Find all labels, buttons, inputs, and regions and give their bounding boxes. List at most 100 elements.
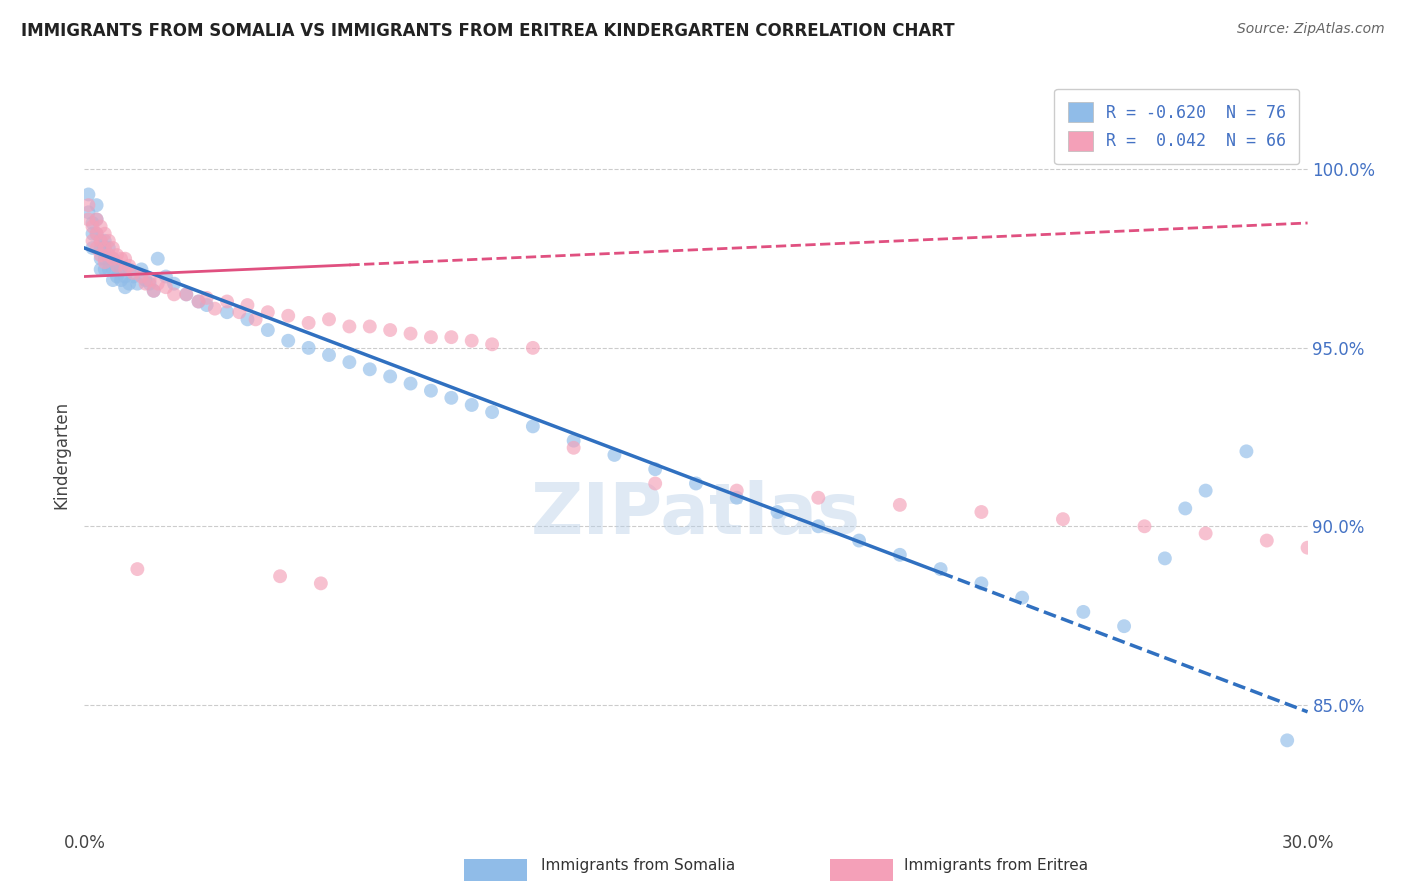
Point bbox=[110, 273, 132, 287]
Point bbox=[217, 294, 239, 309]
Point bbox=[127, 277, 149, 291]
Point bbox=[236, 298, 259, 312]
Point bbox=[766, 505, 789, 519]
Point bbox=[339, 319, 361, 334]
Point bbox=[93, 241, 115, 255]
Point bbox=[118, 277, 141, 291]
Point bbox=[138, 277, 160, 291]
Point bbox=[101, 252, 124, 266]
Point bbox=[339, 355, 361, 369]
Point bbox=[420, 384, 443, 398]
Point bbox=[155, 269, 177, 284]
Point bbox=[562, 441, 585, 455]
Point bbox=[236, 312, 259, 326]
Point bbox=[86, 227, 108, 241]
Point bbox=[90, 262, 112, 277]
Point bbox=[86, 212, 108, 227]
Point bbox=[929, 562, 952, 576]
Point bbox=[725, 491, 748, 505]
Point bbox=[93, 255, 115, 269]
Point bbox=[110, 262, 132, 277]
Point bbox=[163, 287, 186, 301]
Point bbox=[101, 262, 124, 277]
Point bbox=[82, 234, 104, 248]
Point bbox=[440, 330, 463, 344]
Point bbox=[1277, 733, 1299, 747]
Point bbox=[1011, 591, 1033, 605]
Point bbox=[1154, 551, 1177, 566]
Point bbox=[1133, 519, 1156, 533]
Point bbox=[105, 259, 128, 273]
Text: IMMIGRANTS FROM SOMALIA VS IMMIGRANTS FROM ERITREA KINDERGARTEN CORRELATION CHAR: IMMIGRANTS FROM SOMALIA VS IMMIGRANTS FR… bbox=[21, 22, 955, 40]
Point bbox=[277, 309, 299, 323]
Point bbox=[1195, 483, 1218, 498]
Point bbox=[461, 334, 484, 348]
Point bbox=[114, 269, 136, 284]
Point bbox=[77, 205, 100, 219]
Point bbox=[114, 252, 136, 266]
Point bbox=[77, 212, 100, 227]
Point bbox=[603, 448, 626, 462]
Point bbox=[807, 519, 830, 533]
Point bbox=[86, 212, 108, 227]
Point bbox=[97, 252, 120, 266]
Point bbox=[187, 294, 209, 309]
Point bbox=[380, 323, 402, 337]
Point bbox=[105, 269, 128, 284]
Point bbox=[380, 369, 402, 384]
Point bbox=[93, 241, 115, 255]
Point bbox=[807, 491, 830, 505]
Point bbox=[131, 262, 153, 277]
Point bbox=[97, 262, 120, 277]
Point bbox=[1236, 444, 1258, 458]
Point bbox=[93, 262, 115, 277]
Point bbox=[522, 419, 544, 434]
Point bbox=[1073, 605, 1095, 619]
Point bbox=[97, 248, 120, 262]
Text: ZIPatlas: ZIPatlas bbox=[531, 481, 860, 549]
Point bbox=[685, 476, 707, 491]
Point bbox=[195, 291, 218, 305]
Point bbox=[105, 259, 128, 273]
Point bbox=[90, 219, 112, 234]
Point bbox=[257, 323, 280, 337]
Text: Source: ZipAtlas.com: Source: ZipAtlas.com bbox=[1237, 22, 1385, 37]
Point bbox=[97, 234, 120, 248]
Point bbox=[174, 287, 197, 301]
Point bbox=[114, 280, 136, 294]
Point bbox=[118, 262, 141, 277]
Point bbox=[90, 252, 112, 266]
Point bbox=[309, 576, 332, 591]
Point bbox=[122, 269, 145, 284]
Point bbox=[110, 252, 132, 266]
Point bbox=[93, 234, 115, 248]
Point bbox=[970, 576, 993, 591]
Point bbox=[146, 277, 169, 291]
Point bbox=[105, 248, 128, 262]
Point bbox=[562, 434, 585, 448]
Point bbox=[174, 287, 197, 301]
Text: Immigrants from Somalia: Immigrants from Somalia bbox=[541, 858, 735, 872]
Point bbox=[77, 187, 100, 202]
Point bbox=[889, 548, 911, 562]
Point bbox=[481, 405, 503, 419]
Point bbox=[245, 312, 267, 326]
Point bbox=[93, 227, 115, 241]
Point bbox=[298, 316, 321, 330]
Point bbox=[1195, 526, 1218, 541]
Point bbox=[359, 362, 381, 376]
Point bbox=[420, 330, 443, 344]
Point bbox=[1052, 512, 1074, 526]
Point bbox=[318, 348, 340, 362]
Point bbox=[399, 326, 422, 341]
Point bbox=[86, 227, 108, 241]
Point bbox=[142, 284, 165, 298]
Point bbox=[101, 273, 124, 287]
Point bbox=[298, 341, 321, 355]
Point bbox=[1296, 541, 1319, 555]
Point bbox=[142, 284, 165, 298]
Point bbox=[970, 505, 993, 519]
Point bbox=[217, 305, 239, 319]
Point bbox=[318, 312, 340, 326]
Point bbox=[1256, 533, 1278, 548]
